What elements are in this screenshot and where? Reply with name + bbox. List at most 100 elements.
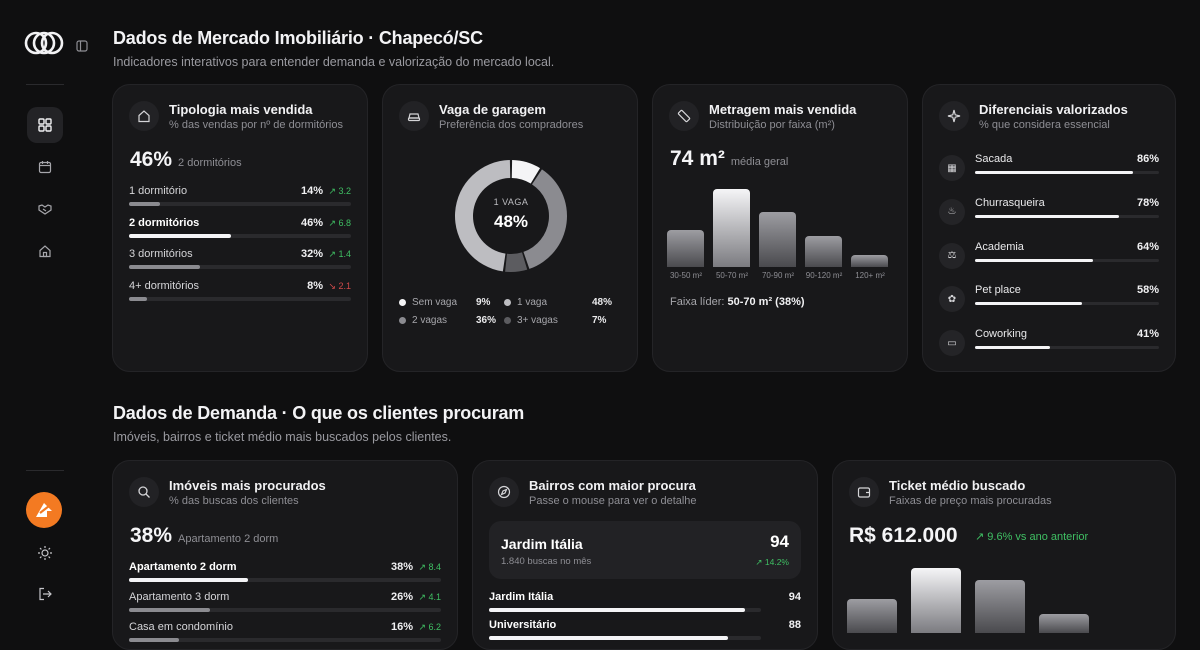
legend-label: 2 vagas	[412, 315, 448, 326]
feature-percent: 86%	[1136, 153, 1159, 165]
page-subtitle: Indicadores interativos para entender de…	[113, 55, 555, 69]
nav-properties[interactable]	[27, 233, 63, 269]
neighborhood-row[interactable]: Universitário 88	[489, 619, 801, 645]
neighborhood-label: Jardim Itália	[489, 591, 554, 603]
ticket-bar-chart	[847, 561, 1117, 633]
feature-fill	[975, 302, 1082, 306]
bar-70-90-m-[interactable]	[759, 211, 796, 267]
feature-row[interactable]: ✿ Pet place 58%	[939, 278, 1159, 322]
donut-slice-3-vagas[interactable]	[505, 252, 528, 272]
bar-90-120-m-[interactable]	[805, 236, 842, 267]
row-fill	[129, 202, 161, 206]
garage-donut-chart[interactable]	[453, 158, 569, 274]
flame-icon: ♨	[947, 206, 957, 218]
neighborhood-score: 88	[788, 619, 801, 631]
avatar[interactable]	[26, 492, 62, 528]
row-percent: 16%	[390, 621, 413, 633]
x-tick-label: 90-120 m²	[805, 271, 843, 280]
row-fill	[129, 638, 179, 642]
card-subtitle: % das vendas por nº de dormitórios	[169, 119, 343, 131]
row-percent: 14%	[300, 185, 323, 197]
bar-30-50-m-[interactable]	[667, 230, 704, 267]
page-title: Dados de Mercado Imobiliário · Chapecó/S…	[113, 28, 483, 48]
neighborhood-row[interactable]: Jardim Itália 94	[489, 591, 801, 617]
card-title: Ticket médio buscado	[889, 478, 1026, 493]
ticket-bar[interactable]	[1039, 614, 1089, 633]
metric-row[interactable]: Apartamento 3 dorm 26% ↗ 4.1	[129, 591, 441, 617]
donut-center-value: 48%	[493, 212, 529, 231]
detail-searches: 1.840 buscas no mês	[501, 556, 592, 567]
wallet-icon	[857, 487, 871, 498]
card-icon-wrap	[669, 101, 699, 131]
card-title: Tipologia mais vendida	[169, 102, 313, 117]
headline-value: 46%	[130, 148, 173, 171]
feature-row[interactable]: ▭ Coworking 41%	[939, 322, 1159, 366]
nav-calendar[interactable]	[27, 149, 63, 185]
row-label: 1 dormitório	[129, 185, 188, 197]
row-change: ↗ 8.4	[418, 562, 441, 572]
ticket-bar[interactable]	[911, 568, 961, 633]
legend-item: 3+ vagas 7%	[504, 315, 609, 326]
feature-icon-wrap: ▦	[939, 155, 965, 181]
bar-50-70-m-[interactable]	[713, 189, 750, 267]
collapse-sidebar-icon[interactable]	[76, 40, 88, 52]
feature-row[interactable]: ▦ Sacada 86%	[939, 147, 1159, 191]
feature-track	[975, 171, 1159, 174]
metric-row[interactable]: Apartamento 2 dorm 38% ↗ 8.4	[129, 561, 441, 587]
row-fill	[129, 233, 232, 238]
nav-dashboard[interactable]	[27, 107, 63, 143]
ticket-bar[interactable]	[975, 580, 1025, 633]
metric-row[interactable]: 2 dormitórios 46% ↗ 6.8	[129, 217, 351, 243]
sidebar	[0, 0, 88, 642]
donut-slice-1-vaga[interactable]	[454, 160, 511, 272]
feature-track	[975, 214, 1159, 218]
row-fill	[129, 265, 201, 269]
row-percent: 32%	[300, 248, 323, 260]
bar-120-m-[interactable]	[851, 254, 888, 267]
calendar-icon	[38, 161, 52, 174]
car-icon	[407, 113, 421, 122]
ticket-change: ↗ 9.6% vs ano anterior	[975, 531, 1089, 543]
feature-fill	[975, 346, 1051, 350]
brand-logo-icon[interactable]	[24, 30, 64, 56]
metric-row[interactable]: 1 dormitório 14% ↗ 3.2	[129, 185, 351, 211]
donut-slice-2-vagas[interactable]	[523, 169, 567, 269]
metric-row[interactable]: Casa em condomínio 16% ↗ 6.2	[129, 621, 441, 647]
handshake-icon	[38, 204, 52, 215]
sidebar-divider	[26, 84, 64, 85]
sidebar-divider	[26, 470, 64, 471]
metragem-x-labels: 30-50 m² 50-70 m² 70-90 m² 90-120 m² 120+ m²	[667, 271, 893, 283]
row-label: 4+ dormitórios	[129, 279, 200, 292]
feature-percent: 78%	[1136, 196, 1159, 209]
row-track	[129, 202, 351, 206]
card-title: Diferenciais valorizados	[979, 102, 1128, 117]
feature-row[interactable]: ♨ Churrasqueira 78%	[939, 191, 1159, 235]
feature-track	[975, 258, 1159, 262]
row-percent: 26%	[390, 591, 413, 603]
brand-avatar-icon	[36, 503, 52, 517]
ticket-bar[interactable]	[847, 599, 897, 633]
balcony-icon: ▦	[947, 162, 957, 174]
dashboard-icon	[38, 118, 52, 132]
ruler-icon	[677, 109, 691, 123]
headline-stat: 74 m² média geral	[670, 147, 788, 171]
headline-stat: 46% 2 dormitórios	[130, 148, 242, 172]
section-title-demand: Dados de Demanda · O que os clientes pro…	[113, 403, 525, 423]
metric-row[interactable]: 4+ dormitórios 8% ↘ 2.1	[129, 280, 351, 306]
card-title: Vaga de garagem	[439, 102, 546, 117]
compass-icon	[497, 485, 511, 499]
feature-row[interactable]: ⚖ Academia 64%	[939, 235, 1159, 279]
donut-slice-sem-vaga[interactable]	[511, 160, 541, 184]
nav-deals[interactable]	[27, 191, 63, 227]
metric-row[interactable]: 3 dormitórios 32% ↗ 1.4	[129, 248, 351, 274]
theme-toggle[interactable]	[27, 535, 63, 571]
row-change: ↗ 3.2	[328, 186, 351, 196]
card-ticket: Ticket médio buscado Faixas de preço mai…	[832, 460, 1176, 650]
row-change: ↘ 2.1	[328, 280, 351, 291]
feature-track	[975, 302, 1159, 306]
home-icon	[138, 110, 150, 123]
logout-button[interactable]	[27, 576, 63, 612]
legend-dot	[399, 316, 406, 324]
row-change: ↗ 6.8	[328, 217, 351, 228]
card-bairros: Bairros com maior procura Passe o mouse …	[472, 460, 818, 650]
